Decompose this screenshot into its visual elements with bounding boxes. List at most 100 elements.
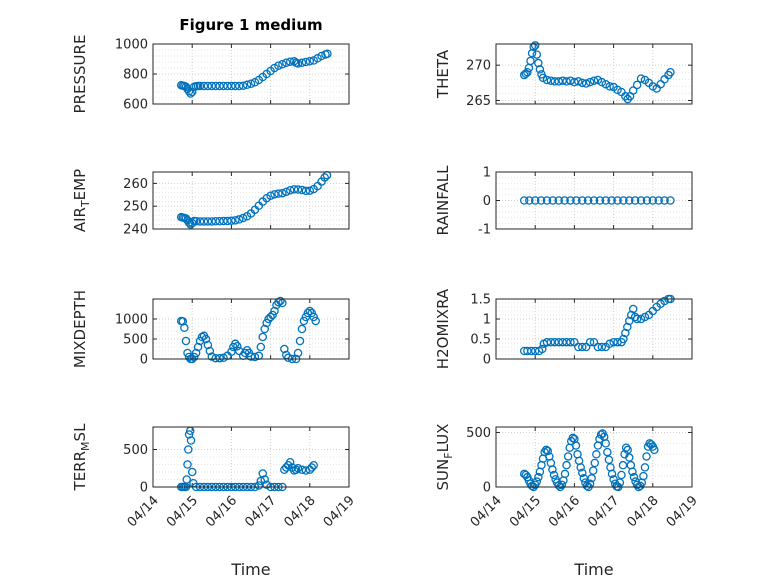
data-point (654, 196, 663, 205)
data-point (303, 308, 313, 318)
y-axis-label-rest: EMP (71, 169, 89, 200)
data-point (293, 185, 303, 194)
data-point (293, 463, 303, 473)
axes-frame (152, 171, 350, 230)
y-axis-label-main: THETA (434, 49, 452, 99)
data-point (590, 458, 600, 468)
data-point (589, 76, 599, 85)
y-tick-label: 270 (466, 59, 491, 74)
data-point (650, 445, 659, 455)
data-point (601, 439, 611, 448)
data-point (323, 49, 332, 59)
data-point (605, 82, 614, 91)
y-tick-label: 0 (140, 353, 148, 368)
data-point (282, 187, 291, 197)
data-point (585, 77, 595, 87)
x-tick-label: 04/17 (585, 493, 622, 530)
subplot-terr-msl: 04/14 04/15 04/16 04/17 04/18 04/19 0 500 TERRMS… (71, 423, 358, 530)
y-tick-label: 1000 (115, 38, 148, 53)
data-point (301, 57, 311, 67)
x-tick-label: 04/15 (507, 493, 544, 530)
data-point (532, 477, 542, 486)
data-point (231, 339, 240, 349)
y-axis-label: TERRMSL (71, 423, 92, 492)
data-point (274, 61, 283, 71)
y-axis-label-main: TERR (71, 451, 89, 492)
data-point (639, 471, 648, 481)
data-point (207, 352, 217, 361)
data-point (576, 463, 585, 472)
data-point (541, 445, 551, 455)
data-point (604, 455, 614, 464)
data-point (250, 352, 260, 362)
data-point (278, 188, 287, 198)
data-point (557, 480, 567, 490)
y-tick-label: 265 (466, 94, 491, 109)
y-axis-label-main: SUN (434, 459, 452, 491)
data-point (238, 213, 248, 223)
data-point (630, 196, 640, 205)
y-tick-label: 0 (483, 194, 491, 209)
data-point (623, 322, 632, 332)
data-point (554, 196, 563, 205)
data-point (607, 196, 616, 205)
data-point (234, 81, 244, 91)
y-axis-label: AIRTEMP (71, 169, 92, 232)
data-point (305, 186, 315, 195)
data-point (526, 56, 535, 66)
data-point (203, 340, 213, 350)
data-point (560, 469, 570, 479)
data-point (285, 57, 295, 66)
data-point (666, 196, 675, 205)
y-tick-label: -1 (478, 223, 491, 238)
data-point (282, 463, 291, 472)
data-point (231, 216, 240, 225)
data-point (660, 196, 669, 205)
y-axis-label-subscript: M (79, 441, 92, 451)
data-point (309, 460, 318, 470)
axes-background (495, 171, 693, 230)
subplot-h2omixra: 0 0.5 1 1.5 H2OMIXRA (434, 288, 693, 369)
data-point (625, 196, 634, 205)
x-axis-label-left: Time (230, 560, 270, 579)
data-point (242, 80, 252, 90)
data-point (613, 196, 622, 205)
data-point (666, 67, 675, 77)
data-point (632, 314, 642, 324)
data-point (258, 332, 268, 342)
data-point (532, 50, 542, 59)
y-axis-label-main: RAINFALL (434, 165, 452, 236)
data-point (562, 460, 571, 470)
y-tick-label: 600 (123, 98, 148, 113)
data-point (621, 328, 630, 338)
data-point (183, 460, 192, 469)
data-point (572, 196, 581, 205)
data-point (623, 445, 632, 455)
data-point (268, 310, 277, 320)
data-point (211, 353, 220, 363)
axes-background (495, 298, 693, 360)
y-axis-label: RAINFALL (434, 165, 452, 236)
data-point (291, 465, 301, 474)
y-axis-label-main: PRESSURE (71, 35, 89, 114)
data-point (201, 334, 211, 344)
y-axis-label-main: AIR (71, 207, 89, 232)
axes-frame (152, 43, 350, 105)
y-tick-label: 1 (483, 313, 491, 328)
axes-background (152, 426, 350, 488)
axes-frame (495, 298, 693, 360)
y-tick-label: 260 (123, 177, 148, 192)
data-point (628, 86, 638, 95)
data-point (617, 470, 626, 480)
y-tick-label: 250 (123, 200, 148, 215)
axes-background (152, 43, 350, 105)
data-point (285, 185, 295, 195)
axes-frame (495, 171, 693, 230)
data-point (601, 196, 611, 205)
data-point (648, 196, 658, 205)
data-point (563, 452, 573, 461)
data-point (549, 470, 559, 480)
data-point (305, 306, 315, 316)
data-point (280, 344, 289, 354)
y-axis-label: SUNFLUX (434, 424, 455, 491)
